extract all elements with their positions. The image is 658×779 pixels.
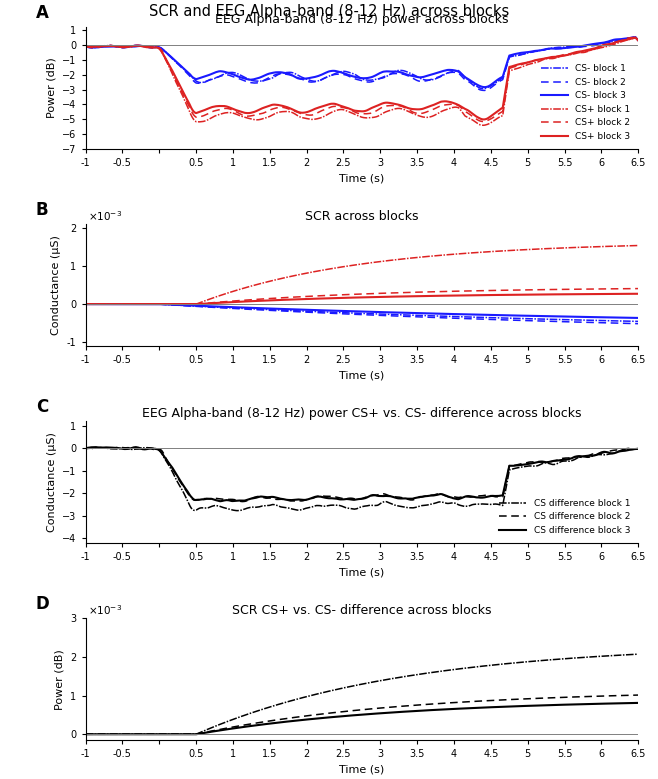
Legend: CS- block 1, CS- block 2, CS- block 3, CS+ block 1, CS+ block 2, CS+ block 3: CS- block 1, CS- block 2, CS- block 3, C… bbox=[537, 61, 634, 144]
Text: C: C bbox=[36, 397, 48, 416]
Title: EEG Alpha-band (8-12 Hz) power CS+ vs. CS- difference across blocks: EEG Alpha-band (8-12 Hz) power CS+ vs. C… bbox=[142, 407, 582, 420]
Title: SCR CS+ vs. CS- difference across blocks: SCR CS+ vs. CS- difference across blocks bbox=[232, 605, 492, 617]
Y-axis label: Power (dB): Power (dB) bbox=[47, 58, 57, 118]
Text: $\times10^{-3}$: $\times10^{-3}$ bbox=[88, 209, 122, 223]
Legend: CS difference block 1, CS difference block 2, CS difference block 3: CS difference block 1, CS difference blo… bbox=[495, 495, 634, 538]
Y-axis label: Conductance (μS): Conductance (μS) bbox=[51, 235, 61, 335]
Title: SCR across blocks: SCR across blocks bbox=[305, 210, 418, 223]
X-axis label: Time (s): Time (s) bbox=[340, 371, 384, 380]
Y-axis label: Conductance (μS): Conductance (μS) bbox=[47, 432, 57, 532]
X-axis label: Time (s): Time (s) bbox=[340, 765, 384, 774]
X-axis label: Time (s): Time (s) bbox=[340, 174, 384, 184]
X-axis label: Time (s): Time (s) bbox=[340, 568, 384, 577]
Text: $\times10^{-3}$: $\times10^{-3}$ bbox=[88, 603, 122, 617]
Text: A: A bbox=[36, 4, 49, 22]
Title: EEG Alpha-band (8-12 Hz) power across blocks: EEG Alpha-band (8-12 Hz) power across bl… bbox=[215, 13, 509, 26]
Y-axis label: Power (dB): Power (dB) bbox=[55, 649, 64, 710]
Text: B: B bbox=[36, 200, 49, 219]
Text: D: D bbox=[36, 594, 49, 612]
Text: SCR and EEG Alpha-band (8-12 Hz) across blocks: SCR and EEG Alpha-band (8-12 Hz) across … bbox=[149, 4, 509, 19]
